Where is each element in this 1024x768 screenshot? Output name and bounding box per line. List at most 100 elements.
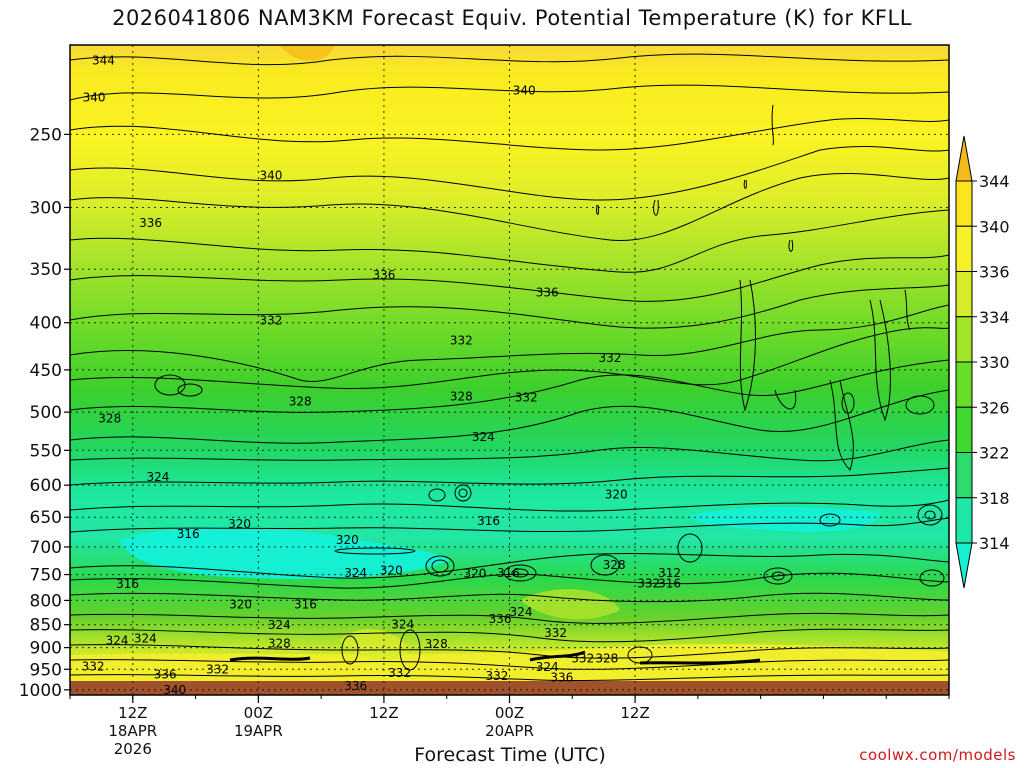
grid-lines xyxy=(70,45,949,695)
y-tick-label: 900 xyxy=(30,639,62,659)
colorbar-label: 344 xyxy=(979,172,1010,191)
x-tick-label: 00Z xyxy=(244,704,273,722)
y-tick-label: 550 xyxy=(30,441,62,461)
contour-label: 328 xyxy=(450,390,473,404)
contour-label: 312 xyxy=(658,566,681,580)
contour-label: 336 xyxy=(372,268,395,282)
colorbar-segment xyxy=(955,452,973,499)
theta-min-region xyxy=(120,526,450,580)
colorbar-label: 334 xyxy=(979,308,1010,327)
contour-label: 332 xyxy=(515,390,538,404)
contour-label: 320 xyxy=(336,533,359,547)
contour-label: 324 xyxy=(106,633,129,647)
contour-label: 332 xyxy=(388,666,411,680)
contour-label: 320 xyxy=(464,566,487,580)
chart-title: 2026041806 NAM3KM Forecast Equiv. Potent… xyxy=(112,6,912,30)
y-tick-label: 300 xyxy=(30,198,62,218)
y-tick-label: 250 xyxy=(30,125,62,145)
contour-label: 344 xyxy=(92,54,115,68)
colorbar-segment xyxy=(955,361,973,408)
colorbar-min-arrow xyxy=(955,542,973,589)
x-tick-label: 18APR xyxy=(108,722,157,740)
colorbar-label: 314 xyxy=(979,534,1010,553)
y-tick-label: 1000 xyxy=(19,681,62,701)
contour-label: 340 xyxy=(259,168,282,182)
contour-label: 328 xyxy=(268,637,291,651)
contour-label: 336 xyxy=(536,286,559,300)
colorbar-segment xyxy=(955,271,973,318)
contour-label: 336 xyxy=(489,612,512,626)
contour-label: 324 xyxy=(268,618,291,632)
colorbar-max-arrow xyxy=(955,135,973,182)
contour-label: 332 xyxy=(206,662,229,676)
y-tick-label: 600 xyxy=(30,476,62,496)
surface-contour-bundle xyxy=(229,650,761,665)
contour-label: 320 xyxy=(380,563,403,577)
y-tick-label: 850 xyxy=(30,616,62,636)
colorbar-label: 322 xyxy=(979,444,1010,463)
x-tick-label: 12Z xyxy=(620,704,649,722)
theta-max-region xyxy=(280,45,335,61)
x-tick-label: 19APR xyxy=(234,722,283,740)
y-tick-label: 700 xyxy=(30,538,62,558)
colorbar-segment xyxy=(955,406,973,453)
x-tick-label: 12Z xyxy=(369,704,398,722)
contour-label: 336 xyxy=(154,668,177,682)
contour-label: 324 xyxy=(146,470,169,484)
contour-label: 316 xyxy=(177,527,200,541)
contour-label: 336 xyxy=(550,671,573,685)
contour-label: 340 xyxy=(83,90,106,104)
contour-label: 324 xyxy=(472,430,495,444)
contour-lines xyxy=(70,53,949,682)
x-tick-label: 20APR xyxy=(485,722,534,740)
y-tick-label: 750 xyxy=(30,566,62,586)
contour-label: 340 xyxy=(163,683,186,697)
contour-label: 316 xyxy=(477,514,500,528)
x-tick-label: 00Z xyxy=(495,704,524,722)
contour-label: 324 xyxy=(391,618,414,632)
contour-label: 332 xyxy=(637,577,660,591)
colorbar-label: 318 xyxy=(979,489,1010,508)
y-axis: 250 300 350 400 450 500 550 600 650 700 750 800 850 9… xyxy=(19,125,70,701)
colorbar-segment xyxy=(955,225,973,272)
x-tick-label: 2026 xyxy=(114,740,152,758)
y-tick-label: 450 xyxy=(30,361,62,381)
contour-label: 328 xyxy=(98,411,121,425)
credit-link[interactable]: coolwx.com/models xyxy=(859,746,1016,764)
contour-label: 320 xyxy=(229,597,252,611)
colorbar-segment xyxy=(955,180,973,227)
y-tick-label: 800 xyxy=(30,591,62,611)
contour-label: 332 xyxy=(485,669,508,683)
contour-label: 332 xyxy=(599,351,622,365)
x-axis-label: Forecast Time (UTC) xyxy=(414,744,606,766)
contour-label: 324 xyxy=(344,566,367,580)
y-tick-label: 500 xyxy=(30,403,62,423)
colorbar-label: 336 xyxy=(979,263,1010,282)
y-tick-label: 650 xyxy=(30,508,62,528)
colorbar: 344 340 336 334 330 326 322 318 314 xyxy=(955,135,1010,589)
contour-label: 328 xyxy=(595,652,618,666)
y-tick-label: 350 xyxy=(30,260,62,280)
colorbar-segment xyxy=(955,497,973,544)
contour-label: 316 xyxy=(658,577,681,591)
contour-label: 324 xyxy=(510,605,533,619)
contour-label: 336 xyxy=(344,679,367,693)
colorbar-segment xyxy=(955,316,973,363)
contour-label: 316 xyxy=(116,577,139,591)
contour-label: 336 xyxy=(139,216,162,230)
contour-label: 332 xyxy=(259,314,282,328)
contour-label: 332 xyxy=(82,659,105,673)
colorbar-label: 326 xyxy=(979,398,1010,417)
y-tick-label: 950 xyxy=(30,660,62,680)
contour-label: 324 xyxy=(134,632,157,646)
colorbar-label: 340 xyxy=(979,217,1010,236)
contour-label: 332 xyxy=(571,652,594,666)
x-tick-label: 12Z xyxy=(118,704,147,722)
contour-label: 316 xyxy=(497,566,520,580)
contour-label: 332 xyxy=(450,333,473,347)
contour-label: 328 xyxy=(289,395,312,409)
colorbar-label: 330 xyxy=(979,353,1010,372)
